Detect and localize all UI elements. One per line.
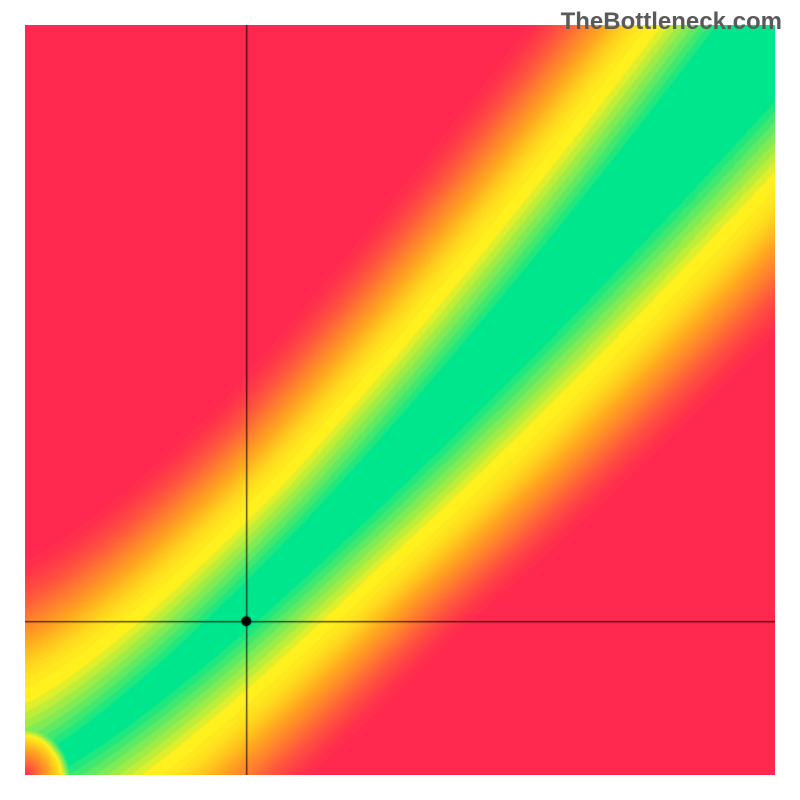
- watermark-label: TheBottleneck.com: [561, 8, 782, 36]
- figure-container: TheBottleneck.com: [0, 0, 800, 800]
- plot-area: [25, 25, 775, 775]
- overlay-canvas: [25, 25, 775, 775]
